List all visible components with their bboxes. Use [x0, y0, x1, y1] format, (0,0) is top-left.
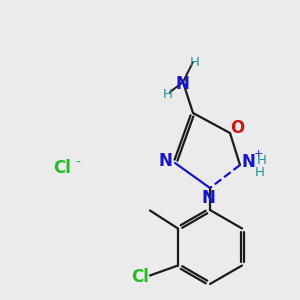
Text: O: O	[230, 119, 244, 137]
Text: H: H	[190, 56, 200, 68]
Text: N: N	[158, 152, 172, 170]
Text: Cl: Cl	[131, 268, 149, 286]
Text: H: H	[163, 88, 173, 100]
Text: +: +	[253, 149, 263, 159]
Text: -: -	[76, 156, 80, 170]
Text: H: H	[255, 167, 265, 179]
Text: N: N	[201, 189, 215, 207]
Text: N: N	[241, 153, 255, 171]
Text: Cl: Cl	[53, 159, 71, 177]
Text: N: N	[175, 75, 189, 93]
Text: H: H	[257, 154, 267, 166]
